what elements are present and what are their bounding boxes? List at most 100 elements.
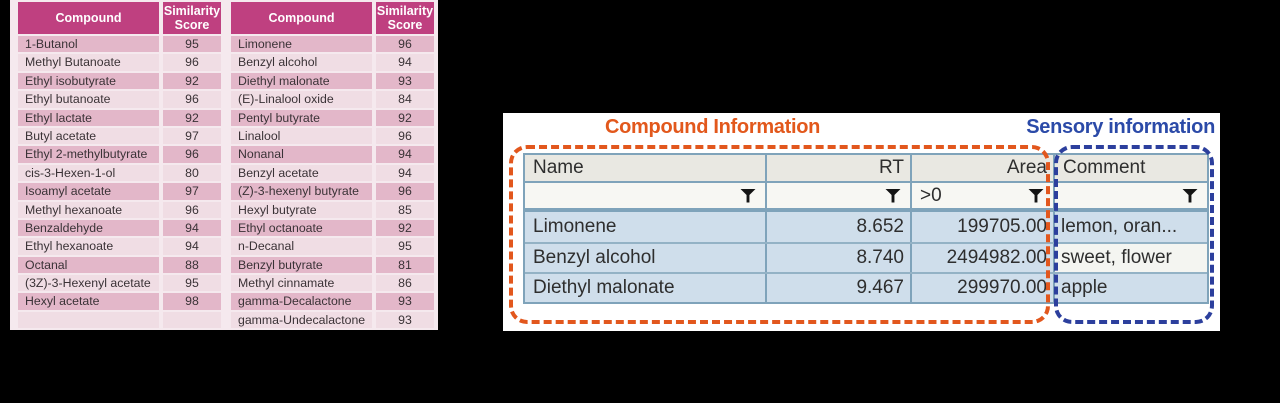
compound-name [18,311,159,329]
comment-cell: apple [1061,277,1108,298]
spreadsheet-filter-row: >0 [525,183,1207,212]
similarity-score: 85 [376,201,434,218]
similarity-score: 93 [376,72,434,90]
table-row: Benzaldehyde 94 [18,219,221,237]
similarity-score: 92 [163,72,221,90]
table-row: (3Z)-3-Hexenyl acetate 95 [18,275,221,292]
rt-filter-cell[interactable] [767,183,912,208]
name-filter-cell[interactable] [525,183,767,208]
comment-column-header: Comment [1063,157,1146,178]
filter-funnel-icon[interactable] [1182,188,1198,203]
table-row: Isoamyl acetate 97 [18,183,221,200]
table-row: Methyl cinnamate 86 [231,275,434,292]
compound-name: Methyl cinnamate [231,275,372,292]
annotated-spreadsheet-panel: Compound Information Sensory information… [503,113,1220,331]
similarity-score-column-header: Similarity Score [163,2,221,34]
name-column-header: Name [525,155,767,181]
compound-name: Pentyl butyrate [231,109,372,126]
similarity-table-1: Compound Similarity Score 1-Butanol 95 M… [18,2,221,330]
filter-funnel-icon[interactable] [740,188,756,203]
similarity-score: 80 [163,164,221,182]
compound-name: gamma-Undecalactone [231,311,372,329]
compound-name: Nonanal [231,146,372,163]
table-row: (Z)-3-hexenyl butyrate 96 [231,183,434,200]
compound-column-header: Compound [231,2,372,34]
similarity-score: 92 [376,219,434,237]
area-filter-cell[interactable]: >0 [912,183,1055,208]
compound-name-cell: Diethyl malonate [525,274,767,302]
table-row: Hexyl acetate 98 [18,293,221,310]
table-row: gamma-Undecalactone 93 [231,311,434,329]
table-row: Methyl hexanoate 96 [18,201,221,218]
table-row: Benzyl butyrate 81 [231,256,434,274]
table-row: Ethyl octanoate 92 [231,219,434,237]
sensory-information-label: Sensory information [1026,116,1215,138]
compound-name: Diethyl malonate [231,72,372,90]
similarity-score: 96 [163,146,221,163]
filter-funnel-icon[interactable] [885,188,901,203]
table-row: Nonanal 94 [231,146,434,163]
compound-name: Methyl Butanoate [18,54,159,71]
similarity-table-1-body: 1-Butanol 95 Methyl Butanoate 96 Ethyl i… [18,36,221,329]
comment-filter-cell[interactable] [1055,183,1207,208]
similarity-score: 93 [376,311,434,329]
compound-name: Ethyl lactate [18,109,159,126]
table-row: Ethyl butanoate 96 [18,91,221,108]
table-row: (E)-Linalool oxide 84 [231,91,434,108]
similarity-score: 86 [376,275,434,292]
compound-column-header: Compound [18,2,159,34]
similarity-score: 96 [376,183,434,200]
similarity-score: 96 [376,127,434,145]
table-row: Methyl Butanoate 96 [18,54,221,71]
compound-name: Ethyl 2-methylbutyrate [18,146,159,163]
compound-name: Ethyl isobutyrate [18,72,159,90]
compound-name: Ethyl octanoate [231,219,372,237]
filter-funnel-icon[interactable] [1028,188,1044,203]
spreadsheet-data-row: Limonene 8.652 199705.00 lemon, oran... [525,212,1207,242]
rt-value-cell: 8.652 [767,212,912,242]
area-filter-value: >0 [920,184,942,206]
table-row: Benzyl acetate 94 [231,164,434,182]
similarity-score: 93 [376,293,434,310]
similarity-score-column-header: Similarity Score [376,2,434,34]
similarity-score: 94 [376,164,434,182]
comment-cell: lemon, oran... [1061,216,1178,237]
compound-name: (3Z)-3-Hexenyl acetate [18,275,159,292]
compound-information-label: Compound Information [605,116,821,138]
similarity-tables-block: Compound Similarity Score 1-Butanol 95 M… [10,0,438,330]
table-row: Linalool 96 [231,127,434,145]
compound-name: Hexyl acetate [18,293,159,310]
compound-name: Isoamyl acetate [18,183,159,200]
table-row: Ethyl 2-methylbutyrate 96 [18,146,221,163]
table-row: cis-3-Hexen-1-ol 80 [18,164,221,182]
similarity-score: 84 [376,91,434,108]
table-row: Ethyl hexanoate 94 [18,238,221,255]
similarity-score: 94 [163,238,221,255]
table-row: Hexyl butyrate 85 [231,201,434,218]
similarity-table-2-header: Compound Similarity Score [231,2,434,34]
table-row: gamma-Decalactone 93 [231,293,434,310]
compound-name: Octanal [18,256,159,274]
compound-name: Benzaldehyde [18,219,159,237]
similarity-score: 81 [376,256,434,274]
similarity-score: 88 [163,256,221,274]
compound-name: gamma-Decalactone [231,293,372,310]
table-row: Ethyl lactate 92 [18,109,221,126]
compound-name: Methyl hexanoate [18,201,159,218]
similarity-score: 96 [376,36,434,53]
table-row: Benzyl alcohol 94 [231,54,434,71]
compound-name: Benzyl acetate [231,164,372,182]
table-row: 1-Butanol 95 [18,36,221,53]
compound-name: Ethyl butanoate [18,91,159,108]
compound-name-cell: Limonene [525,212,767,242]
similarity-score: 95 [163,36,221,53]
table-row: Ethyl isobutyrate 92 [18,72,221,90]
similarity-table-2-body: Limonene 96 Benzyl alcohol 94 Diethyl ma… [231,36,434,329]
compound-name: Ethyl hexanoate [18,238,159,255]
table-row: Limonene 96 [231,36,434,53]
area-value-cell: 199705.00 [912,212,1055,242]
compound-name: Linalool [231,127,372,145]
area-column-header: Area [912,155,1055,181]
compound-name: Benzyl butyrate [231,256,372,274]
